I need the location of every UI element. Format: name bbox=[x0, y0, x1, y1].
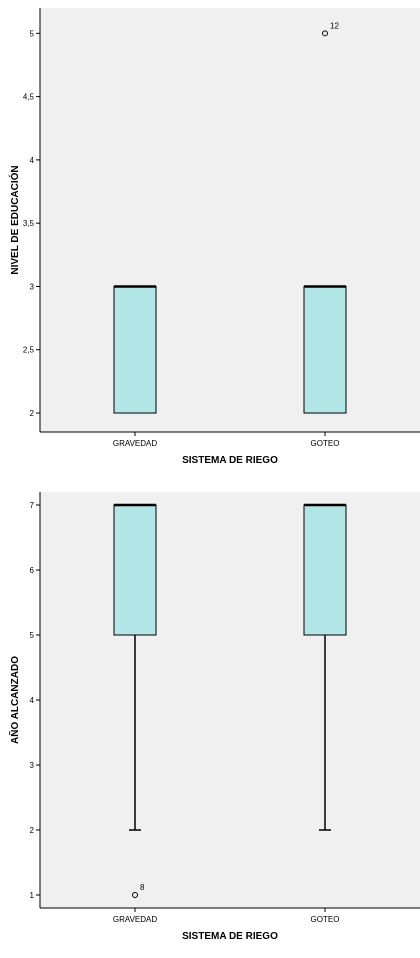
y-tick-label: 4 bbox=[30, 156, 35, 165]
y-tick-label: 7 bbox=[30, 501, 35, 510]
outlier-label: 8 bbox=[140, 883, 145, 892]
y-axis-title: NIVEL DE EDUCACIÓN bbox=[8, 165, 21, 274]
plot-area bbox=[40, 8, 420, 432]
box-goteo bbox=[303, 285, 347, 414]
box-plot-nivel-educacion: 2 2,5 3 3,5 4 4,5 5 GRAVEDAD GOTEO 12 SISTEMA DE R… bbox=[0, 0, 420, 478]
x-axis-title: SISTEMA DE RIEGO bbox=[182, 931, 278, 942]
chart-2-svg: 1 2 3 4 5 6 7 GRAVEDAD 8 GOTEO SISTEMA DE RIEGO AÑO… bbox=[8, 492, 420, 942]
y-tick-label: 6 bbox=[30, 566, 35, 575]
plot-area bbox=[40, 492, 420, 908]
y-tick-label: 3 bbox=[30, 761, 35, 770]
chart-1-svg: 2 2,5 3 3,5 4 4,5 5 GRAVEDAD GOTEO 12 SISTEMA DE R… bbox=[8, 8, 420, 466]
y-axis-title: AÑO ALCANZADO bbox=[8, 656, 21, 744]
outlier-label: 12 bbox=[330, 21, 339, 30]
y-tick-label: 3 bbox=[30, 282, 35, 291]
box-gravedad bbox=[113, 285, 157, 414]
y-tick-label: 5 bbox=[30, 29, 35, 38]
outlier-point bbox=[132, 892, 138, 898]
y-tick-label: 2 bbox=[30, 409, 35, 418]
y-tick-label: 2,5 bbox=[23, 346, 35, 355]
box-goteo bbox=[303, 504, 347, 636]
outlier-point bbox=[322, 30, 328, 37]
y-tick-label: 4 bbox=[30, 696, 35, 705]
x-tick-label: GOTEO bbox=[311, 915, 340, 924]
y-tick-label: 5 bbox=[30, 631, 35, 640]
y-tick-label: 2 bbox=[30, 826, 35, 835]
y-tick-label: 3,5 bbox=[23, 219, 35, 228]
x-tick-label: GRAVEDAD bbox=[113, 439, 158, 448]
y-tick-label: 1 bbox=[30, 891, 35, 900]
x-axis-title: SISTEMA DE RIEGO bbox=[182, 455, 278, 466]
x-tick-label: GOTEO bbox=[311, 439, 340, 448]
x-tick-label: GRAVEDAD bbox=[113, 915, 158, 924]
y-tick-label: 4,5 bbox=[23, 93, 35, 102]
box-plot-ano-alcanzado: 1 2 3 4 5 6 7 GRAVEDAD 8 GOTEO SISTEMA DE RIEGO AÑO… bbox=[0, 478, 420, 958]
box-gravedad bbox=[113, 504, 157, 636]
